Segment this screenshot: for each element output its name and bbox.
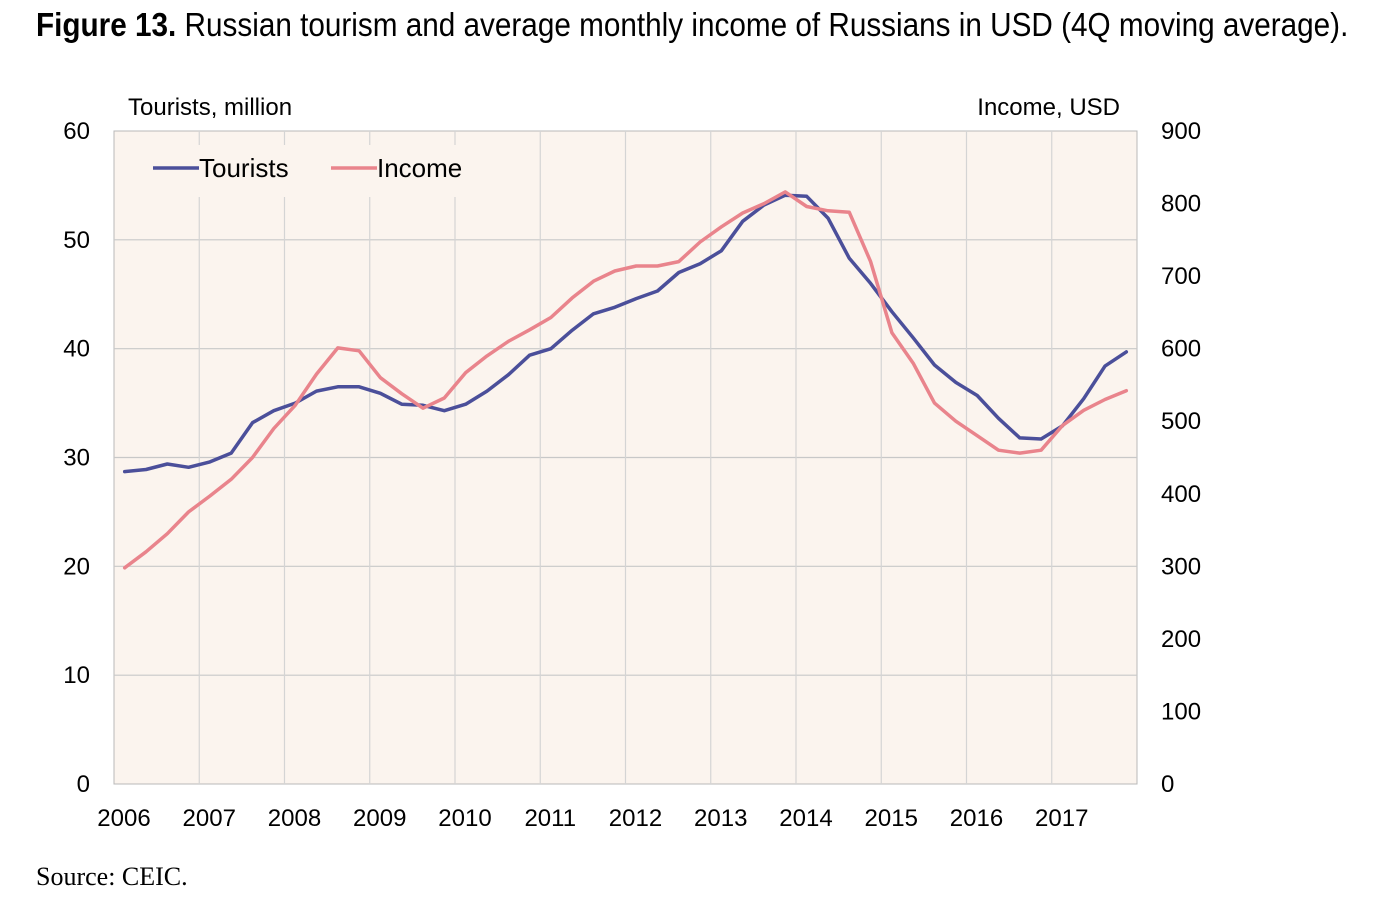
legend: Tourists Income [140,145,486,197]
legend-background [140,145,486,197]
right-tick-label: 700 [1161,263,1201,290]
right-tick-label: 200 [1161,626,1201,653]
legend-label-income: Income [377,153,462,183]
axis-ticks: 0102030405060010020030040050060070080090… [63,118,1201,832]
left-axis-label: Tourists, million [128,94,292,121]
source-note: Source: CEIC. [36,862,188,891]
right-tick-label: 0 [1161,771,1174,798]
gridlines [114,131,1137,784]
left-tick-label: 10 [63,662,90,689]
x-tick-label: 2013 [694,805,747,832]
x-tick-label: 2006 [97,805,150,832]
series-line-tourists [122,193,1129,474]
right-tick-label: 400 [1161,481,1201,508]
left-tick-label: 50 [63,227,90,254]
x-tick-label: 2014 [779,805,832,832]
right-tick-label: 900 [1161,118,1201,145]
x-tick-label: 2011 [524,805,576,832]
figure-title: Figure 13. Russian tourism and average m… [36,6,1348,44]
right-axis-label: Income, USD [977,94,1120,121]
right-tick-label: 500 [1161,408,1201,435]
x-tick-label: 2016 [950,805,1003,832]
series-lines [122,190,1129,570]
x-tick-label: 2007 [183,805,236,832]
series-line-income [122,190,1129,570]
x-tick-label: 2012 [609,805,662,832]
left-tick-label: 60 [63,118,90,145]
right-tick-label: 800 [1161,191,1201,218]
right-tick-label: 300 [1161,553,1201,580]
left-tick-label: 0 [77,771,90,798]
left-tick-label: 20 [63,553,90,580]
x-tick-label: 2015 [865,805,918,832]
x-tick-label: 2009 [353,805,406,832]
x-tick-label: 2008 [268,805,321,832]
right-tick-label: 600 [1161,336,1201,363]
x-tick-label: 2017 [1035,805,1088,832]
left-tick-label: 40 [63,336,90,363]
x-tick-label: 2010 [438,805,491,832]
figure-title-text: Russian tourism and average monthly inco… [184,6,1349,43]
figure-label: Figure 13. [36,6,177,43]
left-tick-label: 30 [63,445,90,472]
legend-label-tourists: Tourists [199,153,289,183]
right-tick-label: 100 [1161,698,1201,725]
